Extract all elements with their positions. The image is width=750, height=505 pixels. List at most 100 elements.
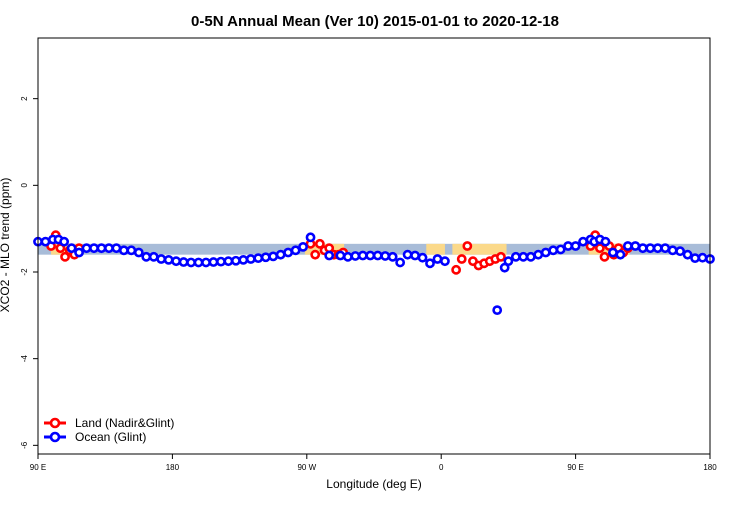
ocean-point [600, 236, 611, 247]
legend-entry-1: Ocean (Glint) [44, 430, 146, 444]
ocean-point [335, 250, 346, 261]
ocean-point [563, 241, 574, 251]
ocean-point [697, 252, 708, 263]
ocean-point [283, 247, 294, 258]
ocean-point [667, 245, 678, 256]
points-layer [33, 230, 715, 316]
ocean-point [74, 247, 84, 258]
ocean-point [275, 249, 286, 260]
ocean-point [387, 251, 398, 262]
ocean-point [410, 250, 420, 261]
ocean-point [533, 249, 544, 260]
ocean-point [260, 252, 271, 263]
land-point [594, 243, 605, 254]
ocean-point [518, 251, 529, 262]
ocean-point [81, 243, 92, 254]
ocean-point [350, 251, 361, 261]
ocean-point [186, 257, 196, 268]
ocean-point [425, 258, 435, 269]
y-tick-label: 2 [20, 96, 29, 101]
ocean-point [230, 255, 241, 266]
ocean-point [357, 250, 368, 261]
ocean-point [548, 245, 559, 256]
ocean-point [652, 243, 663, 254]
ocean-point [66, 243, 77, 254]
legend-marker [49, 431, 61, 443]
ocean-point [503, 256, 514, 267]
y-tick-label: -2 [20, 268, 29, 276]
land-band-3 [426, 243, 445, 255]
ocean-point [492, 305, 503, 316]
x-tick-label: 180 [166, 463, 180, 472]
y-tick-label: 0 [20, 183, 29, 188]
ocean-point [372, 250, 383, 261]
ocean-point [118, 245, 129, 256]
ocean-point [555, 244, 566, 255]
series-1 [33, 232, 715, 316]
ocean-point [148, 251, 159, 262]
land-point [456, 254, 467, 264]
ocean-point [40, 236, 51, 247]
ocean-point [156, 254, 167, 264]
y-axis-label: XCO2 - MLO trend (ppm) [0, 178, 12, 313]
ocean-point [133, 247, 144, 258]
legend-entry-0: Land (Nadir&Glint) [44, 416, 174, 430]
ocean-point [380, 251, 391, 261]
ocean-point [216, 256, 226, 267]
ocean-point [608, 247, 618, 258]
ocean-point [365, 250, 376, 261]
ocean-point [402, 249, 413, 260]
land-point [60, 251, 70, 262]
y-tick-label: -6 [20, 441, 29, 449]
ocean-point [525, 251, 536, 262]
ocean-point [660, 243, 671, 254]
ocean-point [298, 241, 308, 252]
x-axis-label: Longitude (deg E) [326, 477, 421, 491]
ocean-point [238, 254, 249, 265]
legend-label: Ocean (Glint) [75, 430, 146, 444]
ocean-point [104, 243, 114, 254]
ocean-point [570, 241, 581, 251]
ocean-point [622, 241, 633, 251]
ocean-point [59, 236, 70, 247]
ocean-point [178, 257, 189, 267]
land-point [310, 249, 321, 260]
land-point [496, 251, 506, 262]
plot-frame [37, 37, 711, 455]
x-axis: 90 E 180 90 W 0 90 E 180 [30, 454, 717, 472]
ocean-point [540, 247, 551, 258]
ocean-point [690, 253, 700, 264]
ocean-point [637, 243, 648, 254]
ocean-point [682, 249, 693, 260]
ocean-point [305, 232, 316, 243]
ocean-point [126, 245, 137, 256]
land-band-4 [452, 243, 507, 255]
chart-title: 0-5N Annual Mean (Ver 10) 2015-01-01 to … [191, 13, 559, 30]
x-tick-label: 0 [439, 463, 444, 472]
legend: Land (Nadir&Glint)Ocean (Glint) [44, 416, 174, 444]
ocean-point [141, 251, 152, 262]
ocean-point [268, 251, 279, 262]
ocean-band [38, 243, 710, 255]
ocean-point [432, 254, 443, 264]
x-tick-label: 90 W [297, 463, 316, 472]
ocean-point [324, 250, 335, 261]
land-point [599, 251, 610, 262]
ocean-point [163, 254, 174, 265]
land-point [462, 241, 473, 251]
ocean-point [675, 246, 686, 257]
ocean-point [223, 256, 234, 267]
land-point [314, 238, 325, 249]
y-axis: 2 0 -2 -4 -6 [20, 96, 38, 449]
ocean-point [510, 251, 521, 262]
ocean-point [395, 257, 406, 268]
legend-marker [49, 417, 61, 429]
land-point [451, 264, 462, 275]
ocean-point [645, 243, 656, 254]
ocean-point [208, 257, 219, 267]
ocean-point [193, 257, 204, 268]
ocean-point [89, 243, 99, 254]
x-tick-label: 90 E [30, 463, 46, 472]
